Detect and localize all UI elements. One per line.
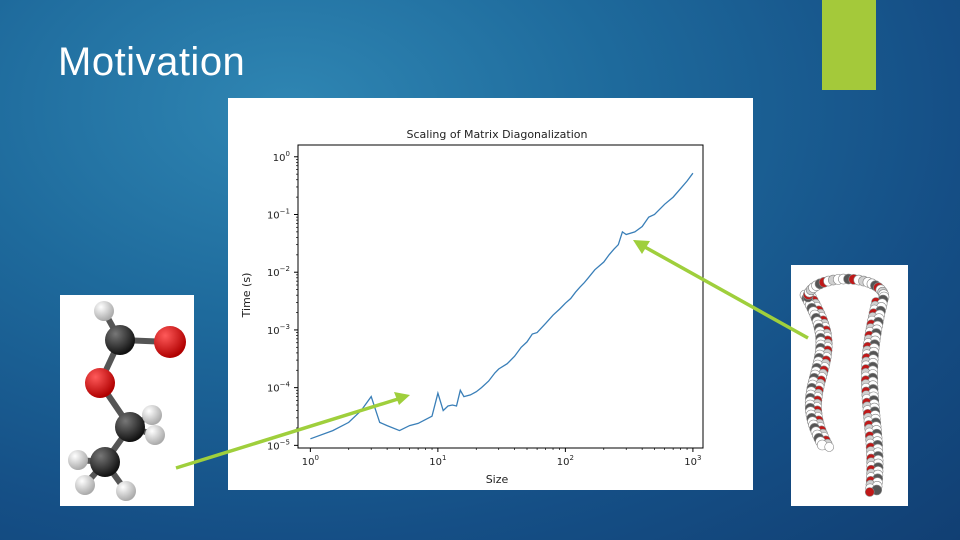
y-axis: 10−5 10−4 10−3 10−2 10−1 100 [267,150,298,452]
y-tick-label: 10−4 [267,381,291,395]
x-tick-label: 102 [557,454,574,468]
y-tick-label: 10−3 [267,323,290,337]
x-axis-label: Size [486,473,509,486]
x-tick-label: 101 [429,454,446,468]
chart: 10−5 10−4 10−3 10−2 10−1 100 100 101 102 103 Sca… [240,128,704,486]
ethyl-formate-model [68,301,186,501]
small-molecule-image [60,295,194,506]
y-tick-label: 100 [273,150,290,164]
large-molecule-image [791,265,908,506]
slide-title: Motivation [58,40,246,84]
y-tick-label: 10−1 [267,207,290,221]
accent-bar [822,0,876,90]
y-tick-label: 10−5 [267,438,290,452]
x-tick-label: 103 [684,454,701,468]
series-line [310,172,694,440]
lipid-model [799,273,890,497]
y-axis-label: Time (s) [240,273,253,319]
x-tick-label: 100 [302,454,319,468]
chart-title: Scaling of Matrix Diagonalization [407,128,588,141]
x-axis: 100 101 102 103 [302,448,702,468]
chart-panel: 10−5 10−4 10−3 10−2 10−1 100 100 101 102 103 Sca… [228,98,753,490]
plot-frame [297,144,704,449]
y-tick-label: 10−2 [267,265,290,279]
